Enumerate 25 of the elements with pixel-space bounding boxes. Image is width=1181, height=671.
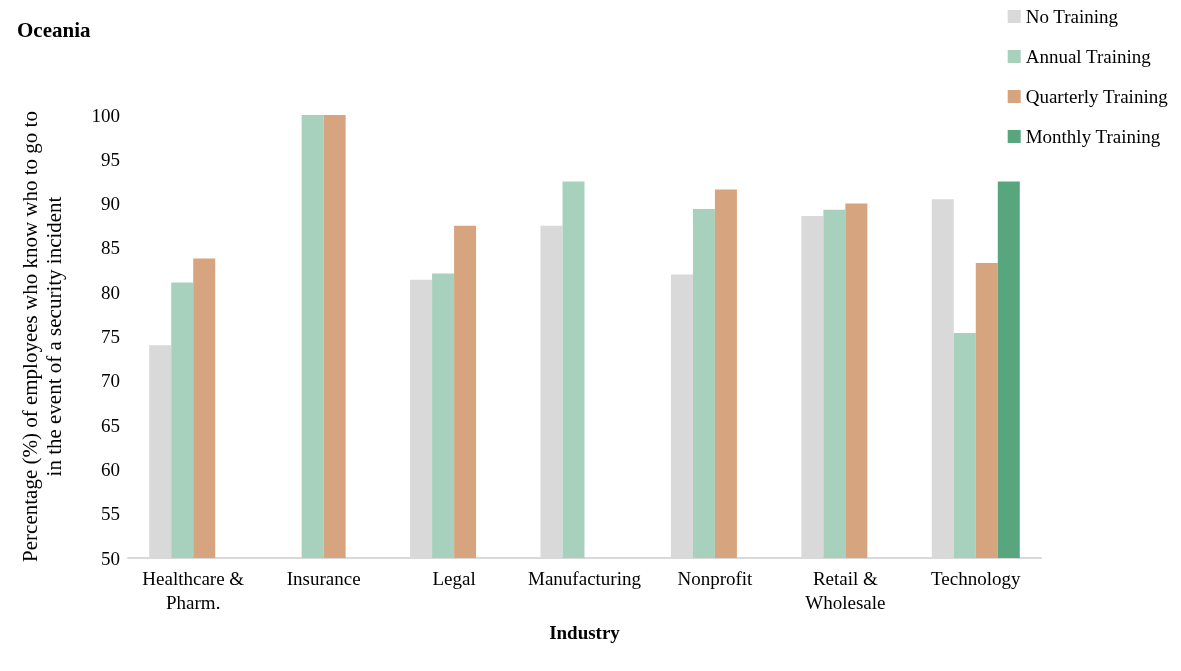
y-axis-title: Percentage (%) of employees who know who to go to in the event of a security incident [18,111,66,562]
x-tick-label: Insurance [286,567,361,589]
y-tick-label: 95 [101,148,120,170]
x-tick-label: Healthcare & Pharm. [142,567,245,613]
x-tick-label: Retail & Wholesale [805,567,886,613]
legend-label: Quarterly Training [1025,86,1169,107]
x-tick-label: Nonprofit [677,567,754,589]
y-tick-label: 85 [101,237,120,259]
y-tick-label: 90 [101,193,120,215]
y-tick-label: 60 [101,458,120,480]
x-tick-label: Legal [432,567,476,589]
legend-label: No Training [1025,6,1119,27]
x-tick-label: Technology [931,567,1021,589]
y-tick-label: 100 [91,104,120,126]
x-axis-title: Industry [549,622,621,643]
y-tick-label: 55 [101,503,120,525]
y-tick-label: 75 [101,326,120,347]
y-tick-label: 65 [101,414,120,436]
y-tick-label: 70 [101,370,120,392]
y-tick-label: 80 [101,281,120,303]
legend-label: Monthly Training [1025,126,1161,147]
legend-label: Annual Training [1025,46,1152,67]
chart-title: Oceania [17,17,91,42]
x-tick-label: Manufacturing [528,567,642,589]
y-tick-label: 50 [101,547,120,569]
